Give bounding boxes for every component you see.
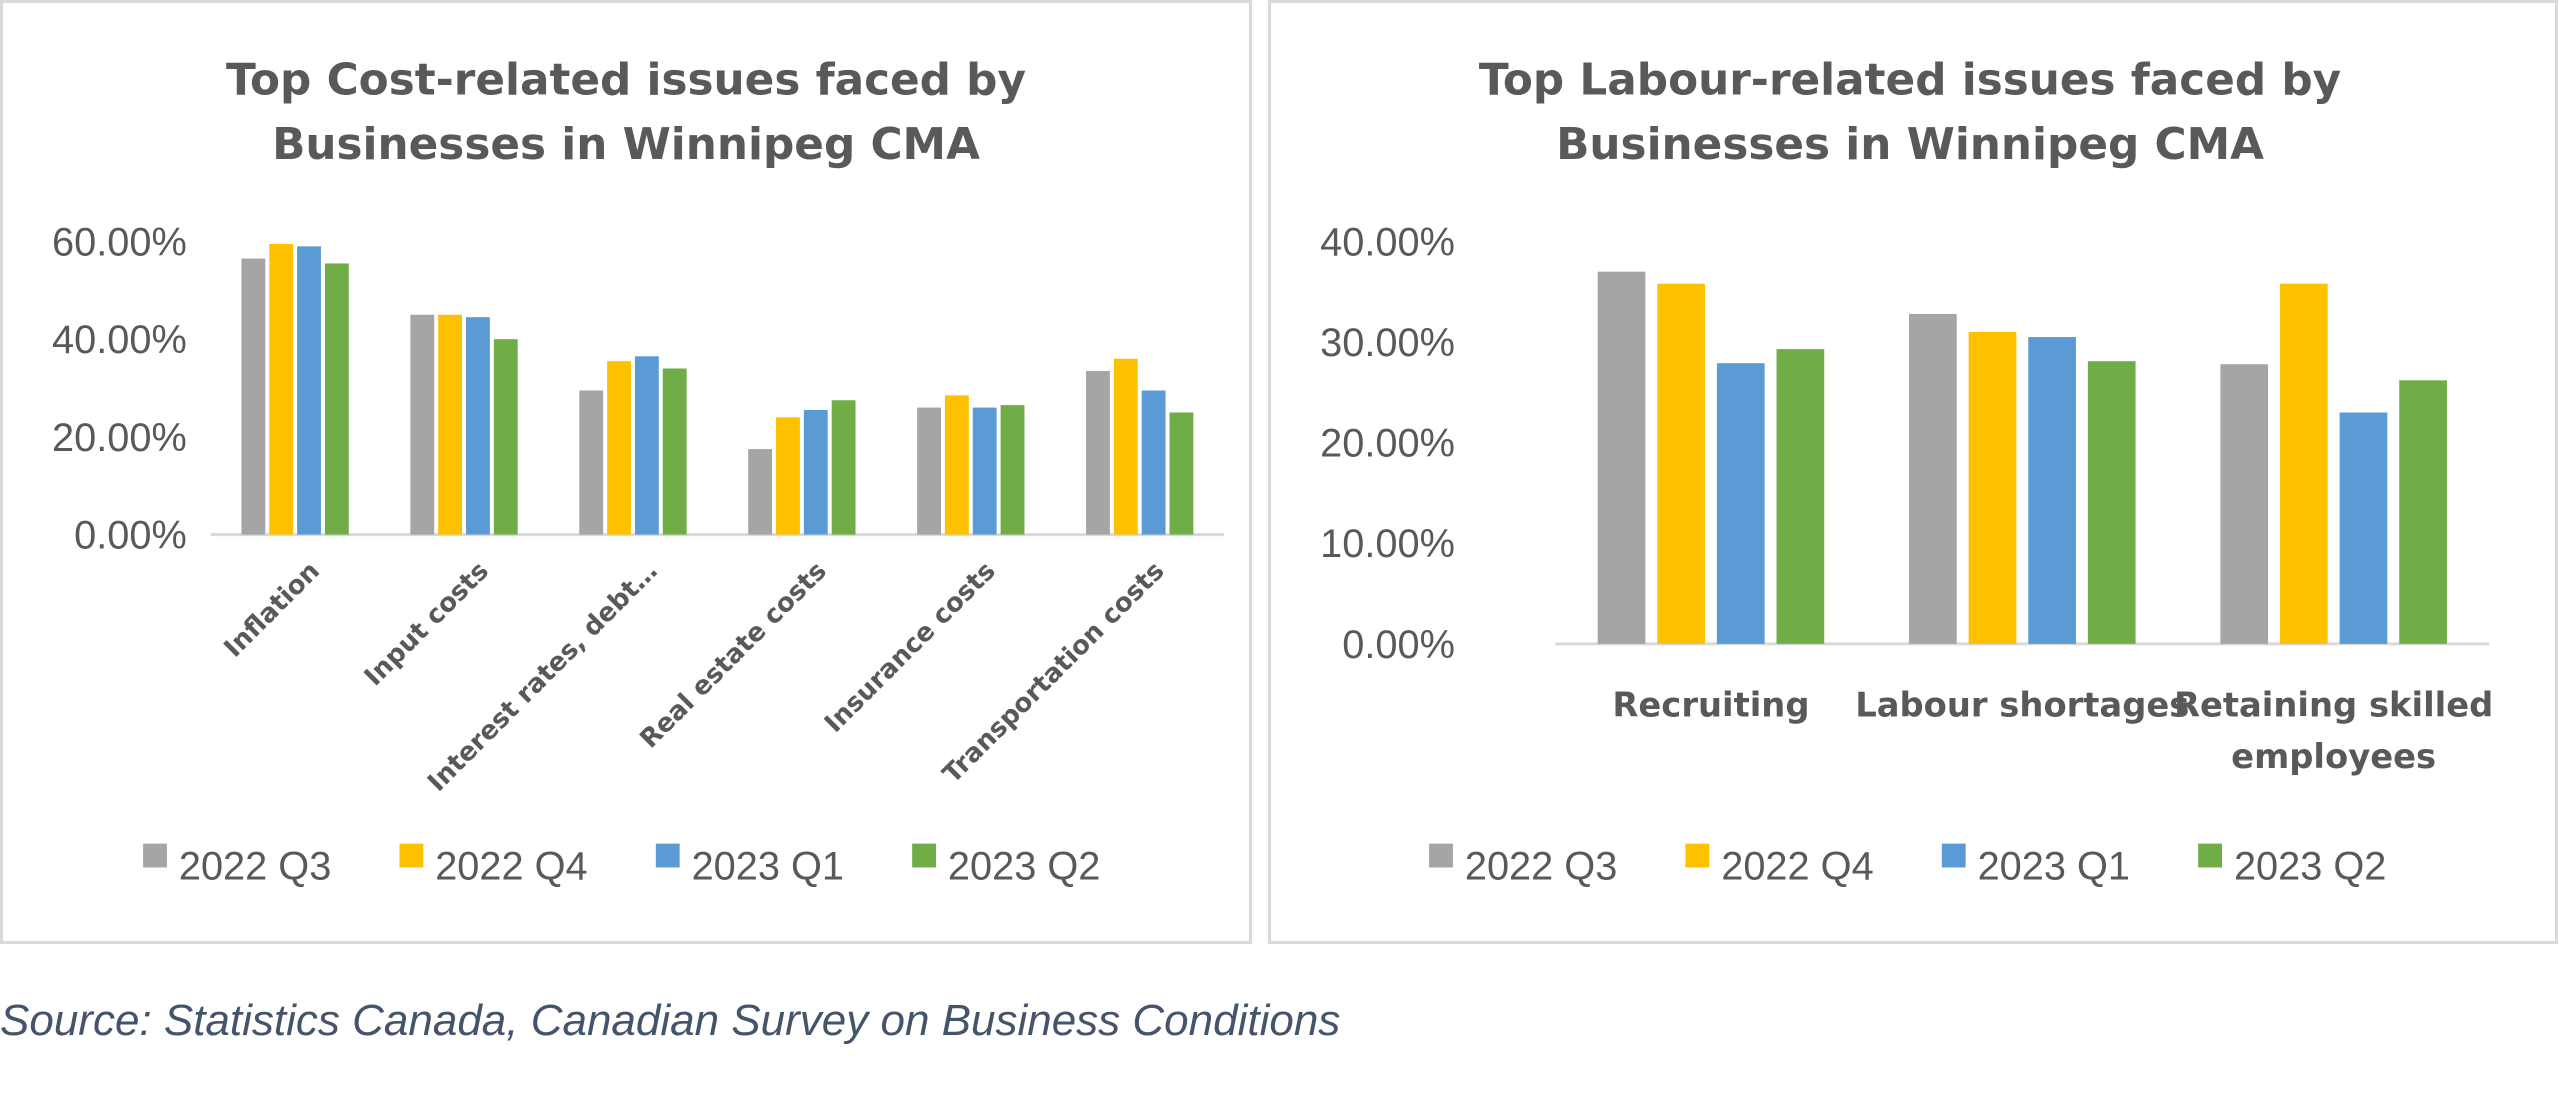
cost-y-tick-label: 40.00% [52,318,187,362]
cost-bar [662,368,687,535]
cost-legend-swatch [143,843,167,868]
cost-bar [493,339,518,535]
cost-bar [297,246,321,535]
cost-legend-swatch [912,843,937,868]
labour-issues-chart-panel: Top Labour-related issues faced by Busine… [1268,0,2558,944]
labour-bar [1776,349,1825,644]
labour-legend-swatch [1685,843,1710,868]
cost-issues-chart: Top Cost-related issues faced by Business… [52,54,1225,888]
labour-issues-chart: Top Labour-related issues faced by Busine… [1320,54,2493,888]
labour-y-tick-label: 0.00% [1342,623,1455,667]
cost-bar [1141,390,1166,535]
labour-bar [2087,361,2136,644]
labour-bar [1597,271,1646,644]
labour-legend-label: 2023 Q2 [2234,844,2386,888]
labour-y-tick-label: 40.00% [1320,220,1455,264]
cost-issues-chart-panel: Top Cost-related issues faced by Business… [0,0,1252,944]
cost-chart-title: Top Cost-related issues faced by Business… [226,54,1026,170]
cost-bar [324,263,349,535]
cost-bar [748,449,773,535]
labour-legend-swatch [1429,843,1453,868]
cost-bar [241,258,266,535]
labour-legend-label: 2023 Q1 [1978,844,2130,888]
cost-y-tick-label: 20.00% [52,416,187,460]
cost-legend-swatch [655,843,680,868]
labour-y-tick-label: 30.00% [1320,321,1455,365]
labour-chart-title: Top Labour-related issues faced by Busine… [1479,54,2341,170]
cost-bar [776,417,800,535]
cost-bar [917,407,941,535]
cost-legend-label: 2023 Q1 [692,844,844,888]
cost-y-tick-label: 0.00% [74,514,187,558]
labour-legend-label: 2022 Q3 [1465,844,1617,888]
cost-bar [972,407,997,535]
cost-bar [803,410,828,535]
cost-bar [1000,405,1025,535]
cost-legend-label: 2023 Q2 [948,844,1100,888]
labour-legend-swatch [2198,843,2223,868]
cost-bar [607,361,631,535]
cost-bar [1113,358,1138,535]
labour-y-tick-label: 10.00% [1320,522,1455,566]
cost-bar [269,243,294,535]
labour-legend-label: 2022 Q4 [1721,844,1873,888]
labour-legend-swatch [1941,843,1966,868]
cost-bar [1169,412,1194,535]
labour-bar [1968,332,2017,644]
cost-category-label: Insurance costs [819,556,1002,739]
labour-bar [1909,313,1957,644]
cost-bar [831,400,856,535]
cost-bar [438,314,463,535]
labour-y-tick-label: 20.00% [1320,422,1455,466]
cost-bar [634,356,659,535]
cost-legend-label: 2022 Q4 [435,844,587,888]
cost-category-label: Real estate costs [634,556,832,754]
labour-bar [2339,412,2388,644]
cost-legend-swatch [399,843,424,868]
cost-bar [944,395,969,535]
cost-category-label: Inflation [218,556,325,663]
labour-bar [1716,363,1765,644]
cost-category-label: Input costs [359,556,495,692]
labour-bar [2220,364,2269,644]
labour-bar [1657,283,1705,644]
source-note: Source: Statistics Canada, Canadian Surv… [0,996,1341,1045]
labour-category-label: Labour shortages [1855,685,2189,724]
labour-category-label: Recruiting [1612,685,1809,724]
labour-bar [2279,283,2328,644]
cost-legend-label: 2022 Q3 [179,844,331,888]
labour-category-label: Retaining skilled employees [2174,685,2493,776]
cost-bar [466,317,490,535]
cost-bar [410,314,435,535]
cost-bar [1086,370,1110,535]
labour-bar [2028,337,2076,644]
labour-bar [2399,380,2447,644]
cost-y-tick-label: 60.00% [52,220,187,264]
cost-bar [579,390,604,535]
